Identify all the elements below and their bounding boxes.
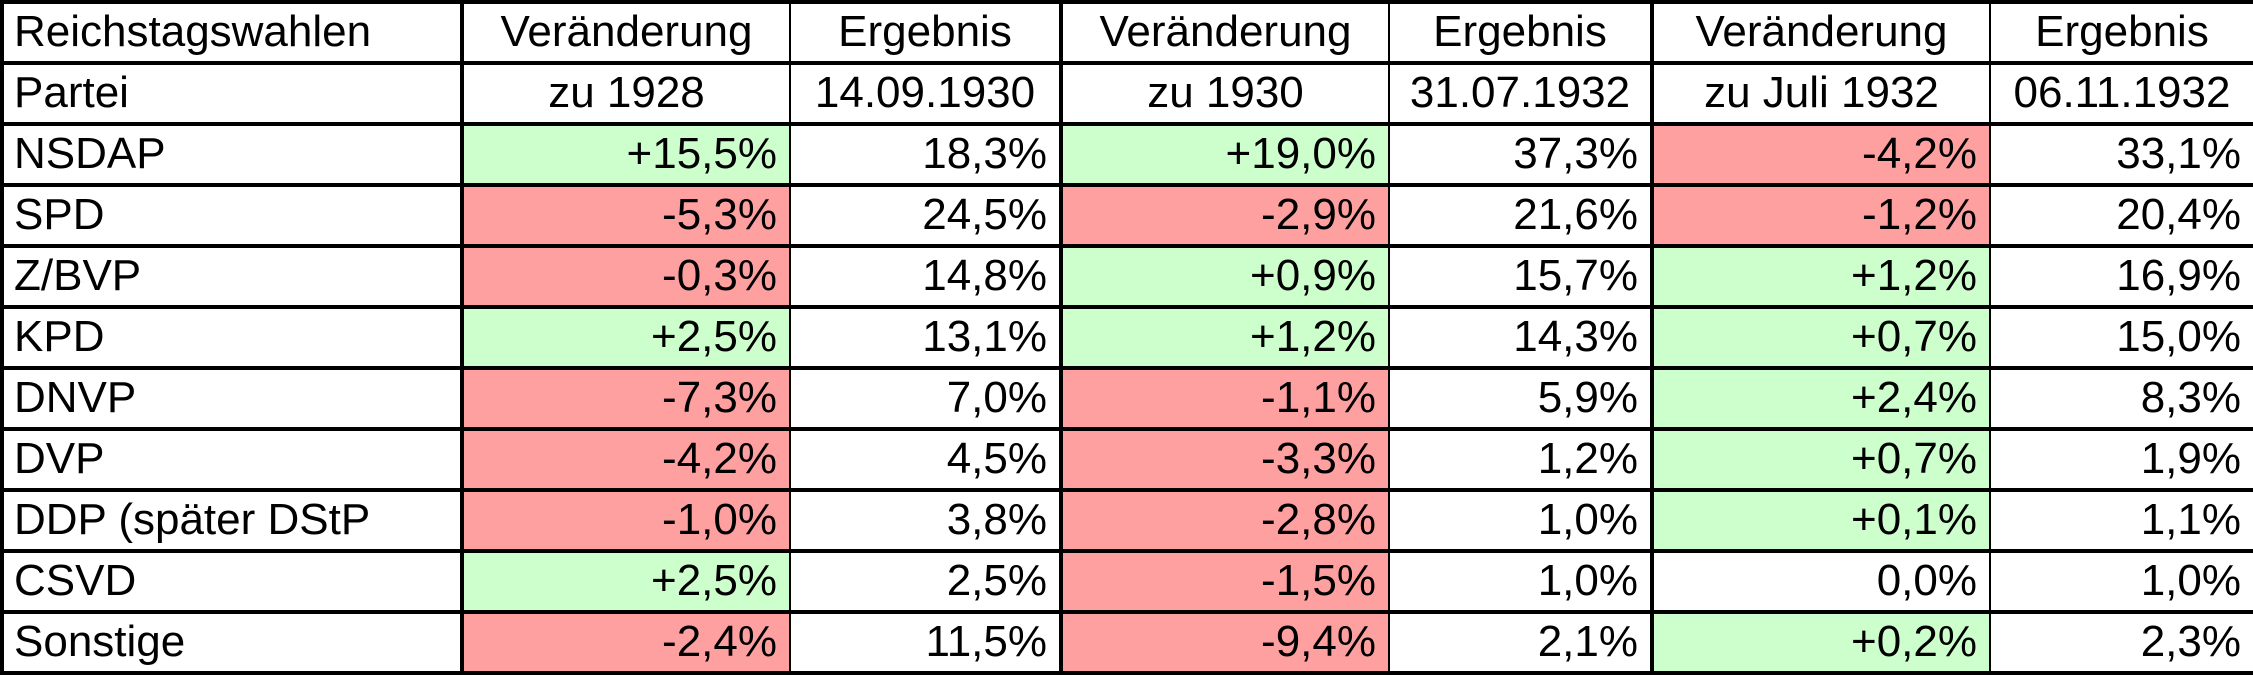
change-cell: +2,4% — [1650, 366, 1991, 431]
header-result-nov1932-top: Ergebnis — [1989, 0, 2253, 65]
table-row: Sonstige -2,4% 11,5% -9,4% 2,1% +0,2% 2,3% — [1, 610, 2253, 675]
change-cell: +19,0% — [1059, 122, 1390, 187]
change-cell: -9,4% — [1059, 610, 1390, 675]
header-change-jul1932-sub: zu Juli 1932 — [1650, 61, 1991, 126]
result-cell: 2,1% — [1388, 610, 1653, 675]
result-cell: 13,1% — [789, 305, 1062, 370]
table-row: NSDAP +15,5% 18,3% +19,0% 37,3% -4,2% 33,1% — [1, 122, 2253, 187]
change-cell: +1,2% — [1059, 305, 1390, 370]
result-cell: 1,1% — [1989, 488, 2253, 553]
change-cell: +0,1% — [1650, 488, 1991, 553]
change-cell: -1,2% — [1650, 183, 1991, 248]
result-cell: 2,5% — [789, 549, 1062, 614]
header-change-1930-sub: zu 1930 — [1059, 61, 1390, 126]
table-row: DVP -4,2% 4,5% -3,3% 1,2% +0,7% 1,9% — [1, 427, 2253, 492]
change-cell: +0,9% — [1059, 244, 1390, 309]
change-cell: +1,2% — [1650, 244, 1991, 309]
change-cell: -4,2% — [1650, 122, 1991, 187]
change-cell: -4,2% — [460, 427, 791, 492]
result-cell: 16,9% — [1989, 244, 2253, 309]
change-cell: +2,5% — [460, 549, 791, 614]
header-title: Reichstagswahlen — [1, 0, 463, 65]
party-cell: DDP (später DStP — [1, 488, 463, 553]
party-cell: DNVP — [1, 366, 463, 431]
header-party-label: Partei — [1, 61, 463, 126]
table-row: CSVD +2,5% 2,5% -1,5% 1,0% 0,0% 1,0% — [1, 549, 2253, 614]
change-cell: -1,5% — [1059, 549, 1390, 614]
result-cell: 15,7% — [1388, 244, 1653, 309]
party-cell: CSVD — [1, 549, 463, 614]
table-header: Reichstagswahlen Veränderung Ergebnis Ve… — [1, 0, 2253, 126]
change-cell: -3,3% — [1059, 427, 1390, 492]
result-cell: 1,9% — [1989, 427, 2253, 492]
result-cell: 1,0% — [1388, 488, 1653, 553]
change-cell: -5,3% — [460, 183, 791, 248]
change-cell: -2,8% — [1059, 488, 1390, 553]
change-cell: -7,3% — [460, 366, 791, 431]
table-body: NSDAP +15,5% 18,3% +19,0% 37,3% -4,2% 33,1% SPD… — [1, 122, 2253, 675]
header-change-1930-top: Veränderung — [1059, 0, 1390, 65]
header-row-1: Reichstagswahlen Veränderung Ergebnis Ve… — [1, 0, 2253, 65]
result-cell: 5,9% — [1388, 366, 1653, 431]
change-cell: +0,7% — [1650, 305, 1991, 370]
change-cell: +0,2% — [1650, 610, 1991, 675]
result-cell: 33,1% — [1989, 122, 2253, 187]
header-result-nov1932-sub: 06.11.1932 — [1989, 61, 2253, 126]
result-cell: 15,0% — [1989, 305, 2253, 370]
table-row: Z/BVP -0,3% 14,8% +0,9% 15,7% +1,2% 16,9% — [1, 244, 2253, 309]
header-result-jul1932-sub: 31.07.1932 — [1388, 61, 1653, 126]
result-cell: 1,2% — [1388, 427, 1653, 492]
result-cell: 1,0% — [1989, 549, 2253, 614]
result-cell: 8,3% — [1989, 366, 2253, 431]
table-row: KPD +2,5% 13,1% +1,2% 14,3% +0,7% 15,0% — [1, 305, 2253, 370]
result-cell: 3,8% — [789, 488, 1062, 553]
result-cell: 4,5% — [789, 427, 1062, 492]
change-cell: -0,3% — [460, 244, 791, 309]
result-cell: 18,3% — [789, 122, 1062, 187]
party-cell: DVP — [1, 427, 463, 492]
result-cell: 7,0% — [789, 366, 1062, 431]
header-change-jul1932-top: Veränderung — [1650, 0, 1991, 65]
change-cell: 0,0% — [1650, 549, 1991, 614]
header-result-1930-top: Ergebnis — [789, 0, 1062, 65]
result-cell: 20,4% — [1989, 183, 2253, 248]
header-change-1928-sub: zu 1928 — [460, 61, 791, 126]
table-row: SPD -5,3% 24,5% -2,9% 21,6% -1,2% 20,4% — [1, 183, 2253, 248]
table-row: DNVP -7,3% 7,0% -1,1% 5,9% +2,4% 8,3% — [1, 366, 2253, 431]
change-cell: +0,7% — [1650, 427, 1991, 492]
party-cell: Z/BVP — [1, 244, 463, 309]
change-cell: -1,1% — [1059, 366, 1390, 431]
party-cell: KPD — [1, 305, 463, 370]
result-cell: 37,3% — [1388, 122, 1653, 187]
result-cell: 11,5% — [789, 610, 1062, 675]
change-cell: -2,4% — [460, 610, 791, 675]
party-cell: Sonstige — [1, 610, 463, 675]
result-cell: 24,5% — [789, 183, 1062, 248]
change-cell: +2,5% — [460, 305, 791, 370]
header-change-1928-top: Veränderung — [460, 0, 791, 65]
result-cell: 14,3% — [1388, 305, 1653, 370]
result-cell: 14,8% — [789, 244, 1062, 309]
result-cell: 1,0% — [1388, 549, 1653, 614]
change-cell: +15,5% — [460, 122, 791, 187]
change-cell: -1,0% — [460, 488, 791, 553]
header-row-2: Partei zu 1928 14.09.1930 zu 1930 31.07.… — [1, 61, 2253, 126]
header-result-1930-sub: 14.09.1930 — [789, 61, 1062, 126]
party-cell: SPD — [1, 183, 463, 248]
result-cell: 2,3% — [1989, 610, 2253, 675]
party-cell: NSDAP — [1, 122, 463, 187]
result-cell: 21,6% — [1388, 183, 1653, 248]
table-row: DDP (später DStP -1,0% 3,8% -2,8% 1,0% +0,1% 1… — [1, 488, 2253, 553]
header-result-jul1932-top: Ergebnis — [1388, 0, 1653, 65]
change-cell: -2,9% — [1059, 183, 1390, 248]
